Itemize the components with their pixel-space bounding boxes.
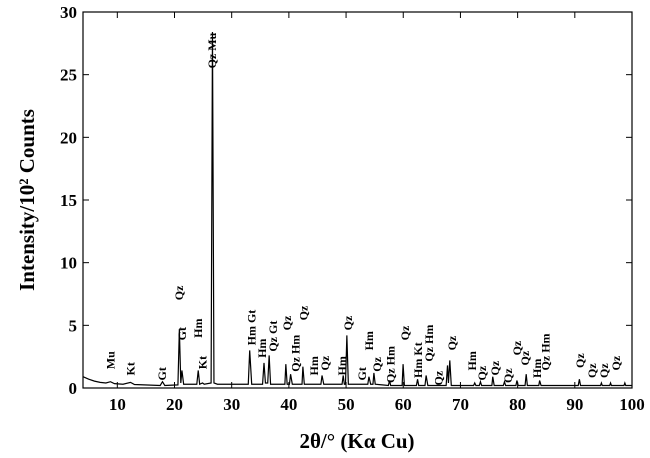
x-tick-label: 80 <box>509 395 526 414</box>
x-tick-label: 10 <box>109 395 126 414</box>
peak-annotation: Kt <box>123 362 137 375</box>
peak-annotation: Qz <box>398 325 412 340</box>
peak-annotation: Qz <box>297 305 311 320</box>
peak-annotation: Hm <box>191 319 205 338</box>
peak-annotation: Kt <box>196 356 210 369</box>
plot-frame <box>82 11 633 389</box>
peak-annotation: Qz <box>432 370 446 385</box>
peak-annotation: Qz <box>475 365 489 380</box>
pattern-line <box>82 32 632 387</box>
x-tick-label: 30 <box>223 395 240 414</box>
peak-annotation: Qz <box>597 363 611 378</box>
x-tick-label: 70 <box>452 395 469 414</box>
peak-annotation: Qz <box>318 355 332 370</box>
peak-annotation: Qz <box>585 363 599 378</box>
x-axis-label: 2θ/° (Kα Cu) <box>299 429 414 453</box>
x-tick-label: 40 <box>280 395 297 414</box>
peak-annotation: Qz <box>445 335 459 350</box>
peak-annotation: Qz Gt <box>266 321 280 352</box>
y-tick-label: 20 <box>60 128 77 147</box>
y-tick-label: 15 <box>60 191 77 210</box>
y-tick-label: 25 <box>60 66 77 85</box>
y-axis-label: Intensity/10² Counts <box>15 109 39 291</box>
peak-annotation: Qz Hm <box>422 325 436 362</box>
peak-annotation: Hm <box>335 356 349 375</box>
peak-annotation: Qz <box>573 353 587 368</box>
peak-annotation: Hm Gt <box>245 310 259 346</box>
peak-annotation: Qz <box>501 368 515 383</box>
peak-annotation: Qz <box>172 285 186 300</box>
peak-annotation: Qz Hm <box>539 333 553 370</box>
x-tick-label: 60 <box>395 395 412 414</box>
peak-annotation: Hm <box>465 351 479 370</box>
peak-annotation: Qz <box>280 315 294 330</box>
peak-annotation: Hm <box>530 359 544 378</box>
peak-annotation: Hm <box>307 356 321 375</box>
peak-annotation: Qz <box>518 350 532 365</box>
x-tick-label: 100 <box>619 395 645 414</box>
peak-annotation: Qz Hm <box>384 346 398 383</box>
x-tick-label: 20 <box>166 395 183 414</box>
peak-annotation: Qz Hm <box>289 335 303 372</box>
peak-annotation: Qz <box>341 315 355 330</box>
peak-annotation: Qz <box>609 355 623 370</box>
y-tick-label: 0 <box>69 379 78 398</box>
y-tick-label: 10 <box>60 254 77 273</box>
peak-annotation: Qz <box>510 340 524 355</box>
peak-annotation: Gt <box>175 327 189 340</box>
x-tick-label: 50 <box>338 395 355 414</box>
peak-annotation: Qz Mu <box>205 32 219 68</box>
x-tick-label: 90 <box>566 395 583 414</box>
y-tick-label: 30 <box>60 3 77 22</box>
peak-annotation: Hm <box>362 331 376 350</box>
peak-annotation: Qz <box>370 356 384 371</box>
peak-annotation: Qz <box>488 360 502 375</box>
peak-annotation: Gt <box>155 367 169 380</box>
y-tick-label: 5 <box>69 316 78 335</box>
peak-annotation: Hm Kt <box>411 342 425 378</box>
peak-annotation: Gt <box>355 367 369 380</box>
peak-annotation: Mu <box>103 351 117 369</box>
peak-annotation: Hm <box>255 339 269 358</box>
